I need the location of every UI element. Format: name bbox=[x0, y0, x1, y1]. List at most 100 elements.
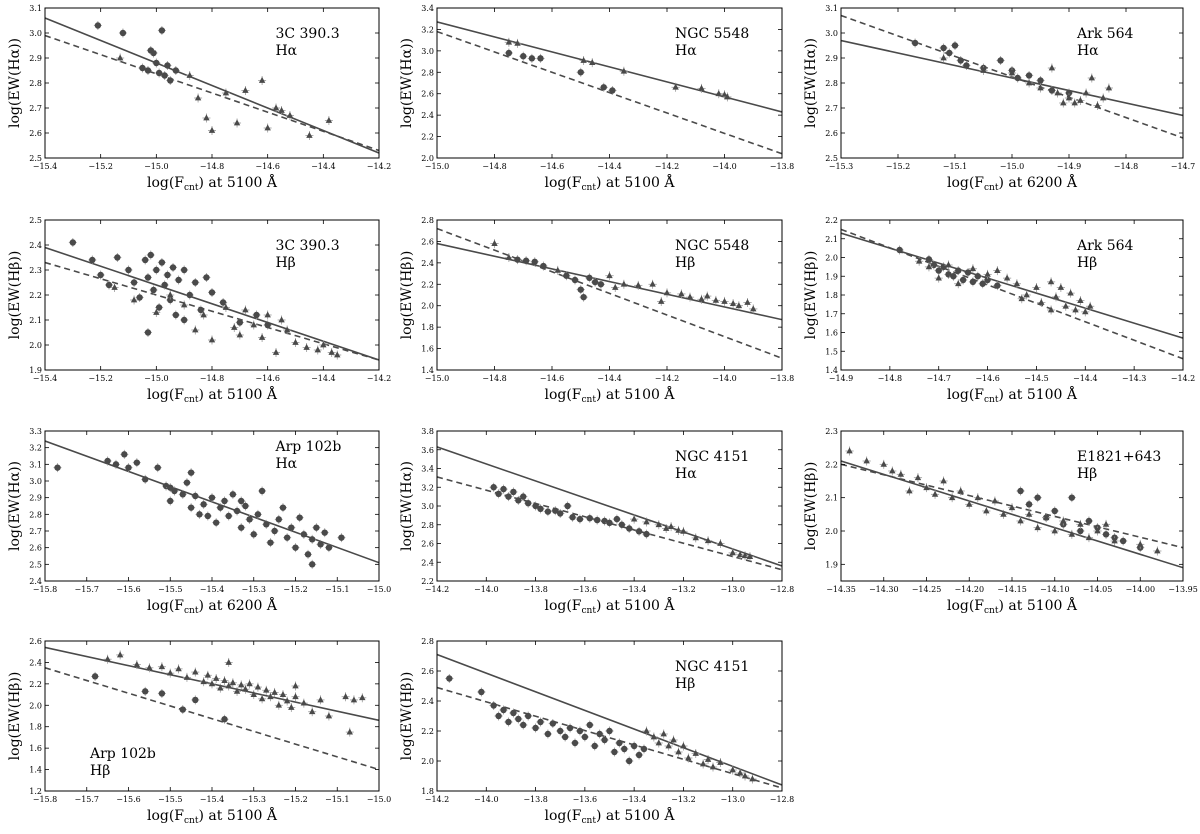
x-tick-label: −14.6 bbox=[255, 162, 280, 171]
panel-p1: −15.4 −15.2 −15.0 −14.8 −14.6 −14.4 −14.2 2.5 2.… bbox=[7, 4, 391, 193]
triangle-point bbox=[740, 771, 750, 781]
x-tick-label: −14.5 bbox=[1024, 374, 1049, 383]
y-axis-label: log(EW(Hα)) bbox=[7, 461, 23, 551]
x-tick-label: −13.0 bbox=[720, 795, 745, 804]
x-tick-label: −14.6 bbox=[540, 162, 565, 171]
circle-point bbox=[605, 518, 614, 528]
circle-point bbox=[96, 270, 105, 280]
y-tick-label: 2.9 bbox=[825, 54, 838, 63]
circle-point bbox=[149, 285, 158, 295]
triangle-point bbox=[965, 499, 974, 509]
dashed-fit-line bbox=[437, 686, 782, 789]
triangle-point bbox=[679, 741, 688, 751]
solid-fit-line bbox=[437, 653, 782, 786]
x-tick-label: −14.6 bbox=[540, 374, 565, 383]
circle-point bbox=[266, 538, 275, 548]
y-tick-label: 2.2 bbox=[825, 460, 838, 469]
circle-point bbox=[939, 43, 948, 53]
circle-point bbox=[499, 705, 508, 715]
panel-p11: −14.2 −14.0 −13.8 −13.6 −13.4 −13.2 −13.0 −12.8… bbox=[399, 637, 794, 826]
y-tick-label: 3.2 bbox=[421, 483, 434, 492]
circle-point bbox=[160, 71, 169, 80]
circle-point bbox=[477, 687, 486, 697]
circle-point bbox=[519, 492, 528, 502]
circle-point bbox=[954, 266, 963, 276]
circle-point bbox=[169, 263, 178, 272]
x-tick-label: −14.7 bbox=[926, 374, 951, 383]
circle-point bbox=[337, 533, 346, 543]
triangle-point bbox=[703, 536, 713, 546]
triangle-point bbox=[116, 53, 125, 63]
triangle-point bbox=[679, 526, 688, 536]
triangle-point bbox=[999, 509, 1008, 519]
x-tick-label: −14.7 bbox=[1171, 162, 1196, 171]
triangle-point bbox=[913, 473, 923, 483]
x-tick-label: −15.3 bbox=[241, 795, 266, 804]
circle-point bbox=[600, 735, 609, 745]
circle-point bbox=[166, 76, 175, 85]
circle-point bbox=[956, 56, 965, 65]
triangle-point bbox=[1059, 516, 1068, 526]
dashed-fit-line bbox=[437, 227, 782, 359]
triangle-point bbox=[677, 289, 686, 299]
circle-point bbox=[499, 484, 508, 494]
circle-point bbox=[950, 41, 960, 50]
x-tick-label: −14.8 bbox=[482, 162, 507, 171]
triangle-point bbox=[258, 694, 267, 704]
circle-point bbox=[630, 741, 639, 751]
x-tick-label: −15.8 bbox=[33, 585, 58, 594]
triangle-point bbox=[1047, 63, 1057, 73]
circle-point bbox=[910, 38, 920, 48]
circle-point bbox=[570, 275, 580, 285]
triangle-point bbox=[274, 700, 283, 710]
triangle-point bbox=[221, 303, 230, 312]
triangle-point bbox=[182, 672, 191, 682]
x-axis-label: log(Fcnt) at 5100 Å bbox=[147, 385, 278, 405]
circle-point bbox=[304, 549, 313, 559]
triangle-point bbox=[642, 726, 651, 736]
triangle-point bbox=[649, 732, 658, 742]
y-tick-label: 3.4 bbox=[421, 465, 434, 474]
y-tick-label: 1.6 bbox=[421, 345, 434, 354]
triangle-point bbox=[845, 446, 854, 456]
x-tick-label: −15.7 bbox=[74, 585, 99, 594]
circle-point bbox=[527, 53, 537, 63]
circle-point bbox=[556, 726, 565, 736]
triangle-point bbox=[1012, 279, 1021, 289]
triangle-point bbox=[266, 692, 275, 702]
triangle-point bbox=[684, 753, 693, 763]
triangle-point bbox=[185, 71, 194, 80]
triangle-point bbox=[285, 111, 294, 120]
triangle-point bbox=[748, 774, 757, 784]
triangle-point bbox=[202, 113, 211, 123]
circle-point bbox=[617, 520, 626, 530]
circle-point bbox=[163, 270, 172, 280]
panel-p3: −15.3 −15.2 −15.1 −15.0 −14.9 −14.8 −14.7 2.5 2.… bbox=[803, 4, 1195, 193]
y-tick-label: 3.0 bbox=[825, 29, 838, 38]
triangle-point bbox=[180, 300, 189, 310]
triangle-point bbox=[879, 459, 888, 469]
circle-point bbox=[180, 315, 189, 325]
y-tick-label: 2.0 bbox=[29, 701, 42, 710]
x-tick-label: −14.4 bbox=[597, 162, 622, 171]
circle-point bbox=[262, 519, 271, 529]
circle-point bbox=[91, 671, 100, 681]
y-tick-label: 3.1 bbox=[825, 4, 838, 13]
triangle-point bbox=[1036, 83, 1045, 93]
circle-point bbox=[1084, 516, 1094, 526]
triangle-point bbox=[191, 667, 200, 677]
x-axis-label: log(Fcnt) at 6200 Å bbox=[947, 173, 1078, 193]
circle-point bbox=[152, 58, 161, 68]
circle-point bbox=[620, 744, 629, 754]
circle-point bbox=[536, 53, 545, 63]
circle-point bbox=[166, 483, 175, 493]
circle-point bbox=[274, 514, 283, 524]
triangle-point bbox=[327, 348, 336, 357]
x-tick-label: −15.0 bbox=[367, 585, 392, 594]
triangle-point bbox=[324, 711, 333, 721]
y-tick-label: 2.5 bbox=[29, 216, 42, 225]
triangle-point bbox=[915, 256, 924, 266]
triangle-point bbox=[1033, 523, 1042, 533]
x-tick-label: −13.4 bbox=[622, 585, 647, 594]
y-tick-label: 2.0 bbox=[421, 154, 434, 163]
